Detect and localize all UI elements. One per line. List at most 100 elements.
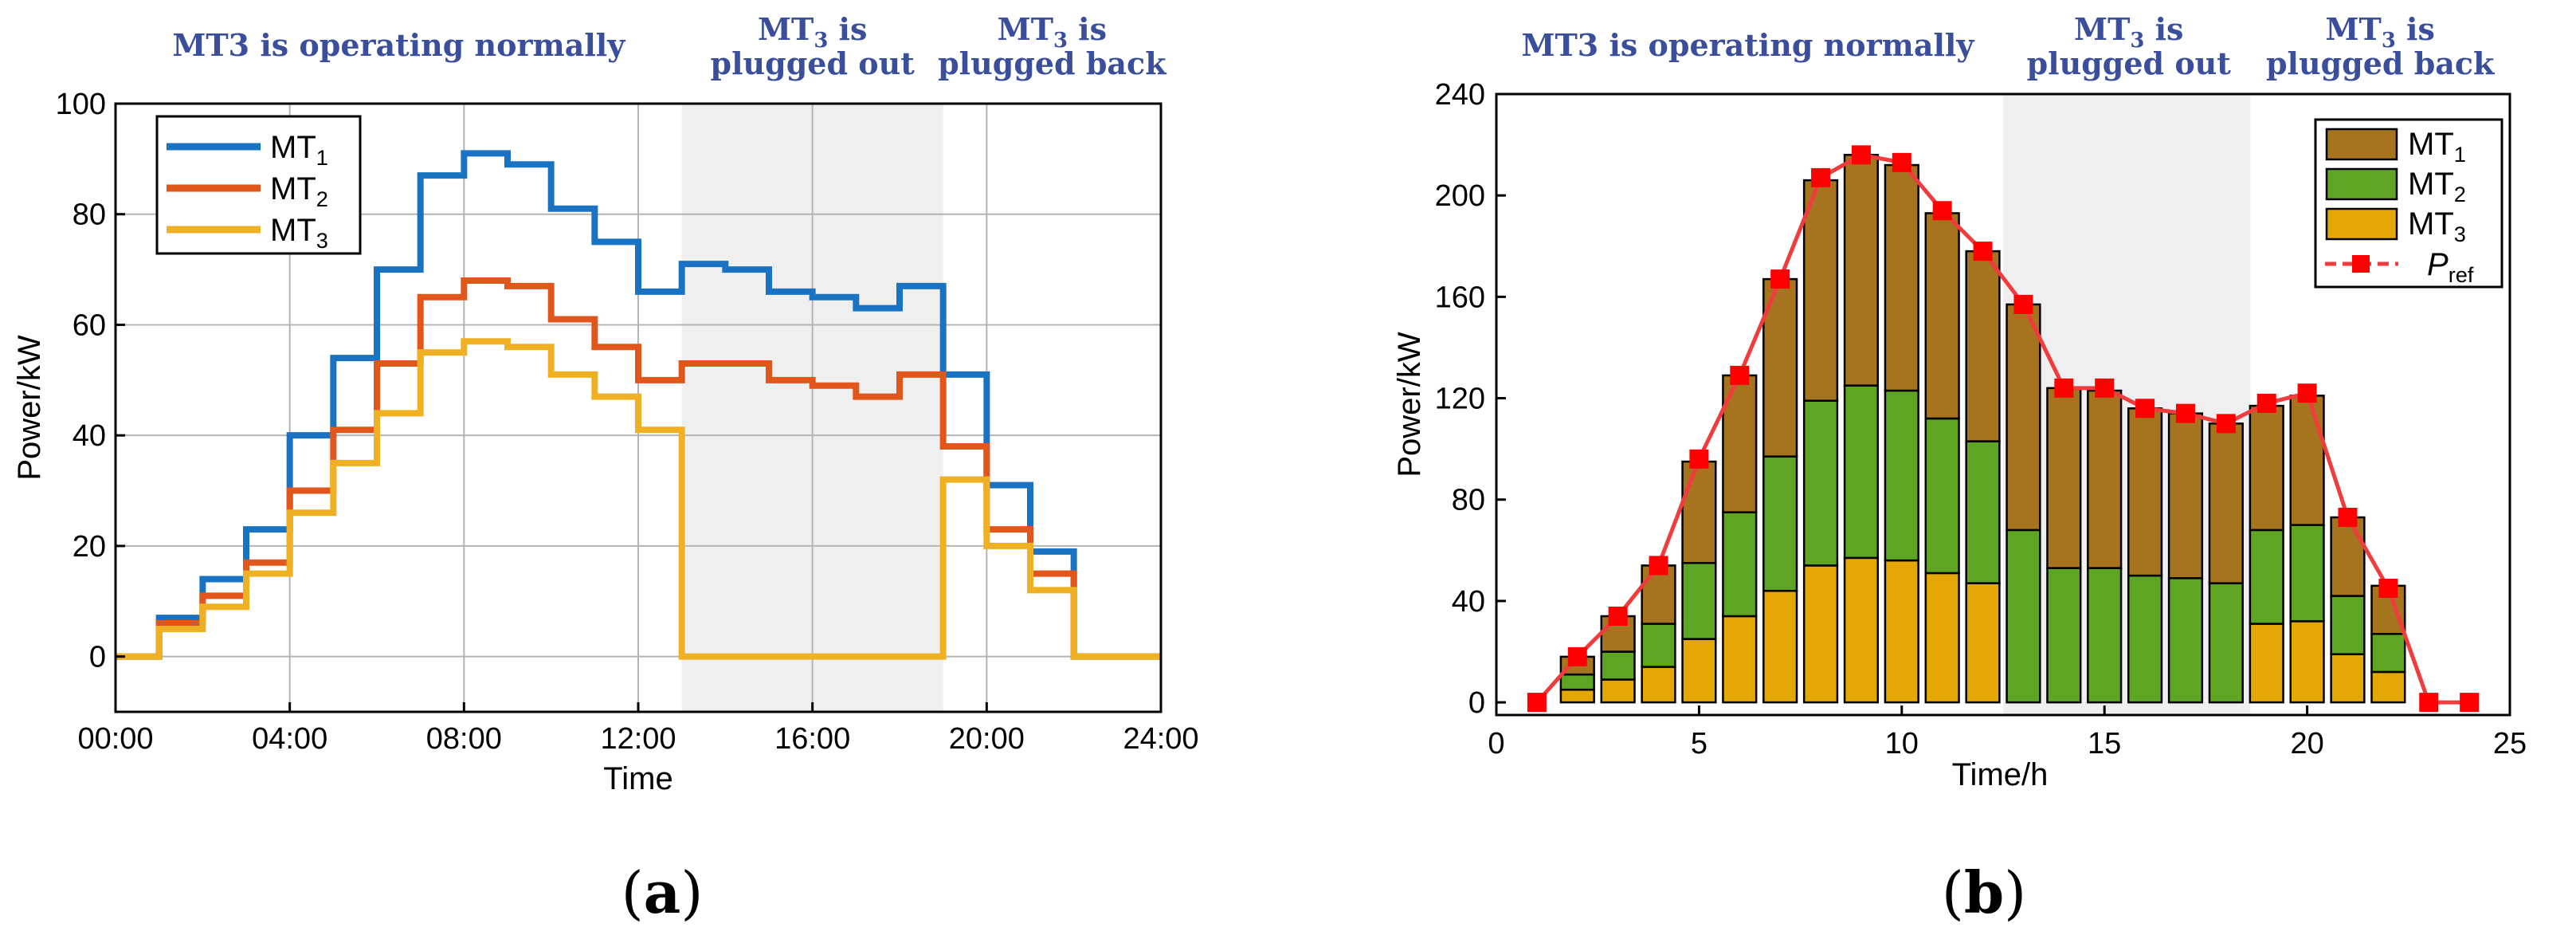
phase-label: plugged back xyxy=(2266,45,2495,81)
legend-marker xyxy=(2352,255,2370,273)
x-tick-label: 24:00 xyxy=(1123,722,1198,756)
reference-line xyxy=(1535,152,2470,705)
bar-mt2 xyxy=(1641,623,1676,668)
x-tick-label: 12:00 xyxy=(600,722,676,756)
legend-swatch xyxy=(2325,207,2398,241)
y-tick-label: 120 xyxy=(1435,383,1485,416)
reference-point xyxy=(1851,145,1871,165)
bar-mt2 xyxy=(1600,650,1636,681)
x-tick-label: 25 xyxy=(2493,727,2527,760)
x-tick-label: 10 xyxy=(1885,727,1919,760)
y-tick-label: 200 xyxy=(1435,179,1485,213)
bar-mt2 xyxy=(2046,567,2082,704)
bar-mt3 xyxy=(1641,666,1676,704)
bar-mt2 xyxy=(1884,389,1919,562)
y-tick-label: 80 xyxy=(73,198,106,232)
bar-mt1 xyxy=(2249,404,2284,532)
bar-mt2 xyxy=(2167,577,2204,704)
y-tick-label: 80 xyxy=(1452,484,1485,517)
bar-mt1 xyxy=(2127,407,2163,577)
legend-swatch xyxy=(2325,167,2398,201)
reference-point xyxy=(2013,294,2033,314)
bar-mt2 xyxy=(2087,567,2123,704)
bar-mt1 xyxy=(2006,303,2041,532)
reference-point xyxy=(2419,693,2439,713)
reference-point xyxy=(1608,606,1628,626)
phase-label: MT3 is operating normally xyxy=(172,27,625,63)
reference-point xyxy=(2338,507,2358,527)
phase-label: plugged out xyxy=(711,45,916,81)
panel-label: (b) xyxy=(1942,859,2027,926)
bar-mt1 xyxy=(1924,212,1960,420)
bar-mt3 xyxy=(1802,564,1839,704)
bar-mt1 xyxy=(1843,154,1880,387)
reference-point xyxy=(2256,393,2276,413)
panel-label: (a) xyxy=(621,859,704,926)
bar-mt3 xyxy=(2289,620,2325,704)
bar-mt1 xyxy=(1802,179,1839,402)
reference-point xyxy=(2175,403,2195,423)
bar-mt1 xyxy=(2330,516,2366,597)
bar-mt1 xyxy=(1884,163,1919,392)
y-tick-label: 100 xyxy=(56,88,106,121)
legend-entry: MT1 xyxy=(270,130,328,170)
reference-point xyxy=(2135,399,2155,418)
phase-label: MT3 is xyxy=(2074,11,2183,53)
bar-mt3 xyxy=(1722,615,1758,704)
reference-point xyxy=(2460,693,2480,713)
bar-mt3 xyxy=(1884,559,1919,704)
legend-entry: MT2 xyxy=(2408,167,2466,206)
reference-point xyxy=(1527,693,1547,713)
x-tick-label: 20 xyxy=(2290,727,2323,760)
bar-mt3 xyxy=(1681,638,1717,704)
reference-point xyxy=(2095,378,2115,398)
reference-point xyxy=(2378,579,2398,599)
bar-mt1 xyxy=(2087,389,2123,569)
bar-mt3 xyxy=(1600,678,1636,704)
x-axis-label: Time xyxy=(603,761,672,796)
x-tick-label: 5 xyxy=(1691,727,1708,760)
x-tick-label: 04:00 xyxy=(252,722,327,756)
reference-point xyxy=(1811,167,1831,187)
reference-point xyxy=(1932,201,1952,221)
legend-entry: MT1 xyxy=(2408,127,2466,167)
x-tick-label: 20:00 xyxy=(949,722,1025,756)
bar-mt1 xyxy=(1965,250,2001,442)
reference-point xyxy=(2054,378,2074,398)
bar-mt2 xyxy=(2208,582,2244,704)
legend-entry: MT3 xyxy=(2408,206,2466,246)
reference-point xyxy=(1892,152,1911,172)
legend-swatch xyxy=(2325,128,2398,161)
bar-mt2 xyxy=(1843,384,1880,560)
y-tick-label: 0 xyxy=(1468,686,1485,720)
phase-label: plugged back xyxy=(938,45,1166,81)
x-tick-label: 08:00 xyxy=(426,722,502,756)
bar-mt2 xyxy=(2006,529,2041,704)
bar-mt3 xyxy=(1762,589,1798,704)
reference-point xyxy=(2297,383,2317,403)
bar-mt3 xyxy=(1924,572,1960,704)
x-tick-label: 16:00 xyxy=(774,722,850,756)
bar-mt2 xyxy=(2330,595,2366,655)
phase-label: plugged out xyxy=(2027,45,2232,81)
bar-mt2 xyxy=(1965,440,2001,584)
bar-mt1 xyxy=(1681,460,1717,564)
bar-mt3 xyxy=(1843,556,1880,704)
y-tick-label: 240 xyxy=(1435,78,1485,112)
bar-mt2 xyxy=(1802,399,1839,567)
bar-mt1 xyxy=(2167,412,2204,580)
legend-entry: Pref xyxy=(2427,247,2474,287)
bar-mt2 xyxy=(2289,524,2325,623)
plot-frame xyxy=(1495,92,2511,717)
reference-point xyxy=(1649,556,1668,576)
bar-mt3 xyxy=(2370,670,2406,704)
phase-label: MT3 is xyxy=(758,11,867,53)
y-axis-label: Power/kW xyxy=(12,335,47,480)
bar-mt3 xyxy=(1559,688,1595,704)
reference-point xyxy=(1689,449,1709,469)
bar-mt3 xyxy=(2249,623,2284,704)
reference-point xyxy=(1567,646,1587,666)
y-tick-label: 40 xyxy=(1452,585,1485,619)
